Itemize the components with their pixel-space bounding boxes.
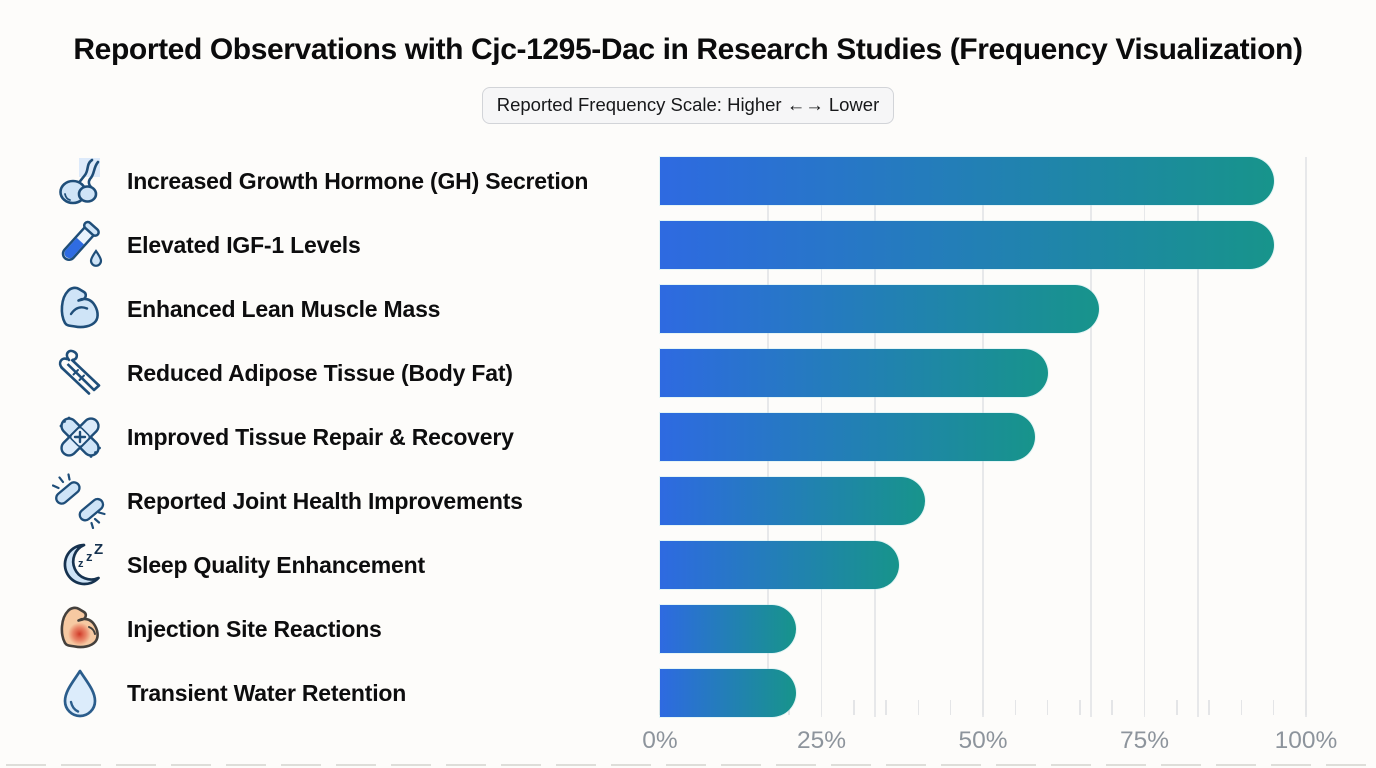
bar-track — [660, 541, 1306, 589]
frequency-bar — [660, 541, 900, 589]
axis-minor-tick — [1208, 700, 1210, 715]
bar-track — [660, 221, 1306, 269]
chart-title: Reported Observations with Cjc-1295-Dac … — [73, 33, 1303, 66]
chart-row: Increased Growth Hormone (GH) Secretion — [0, 157, 1376, 205]
axis-minor-tick — [1305, 700, 1307, 715]
axis-minor-tick — [1111, 700, 1113, 715]
chart-row: Reduced Adipose Tissue (Body Fat) — [0, 349, 1376, 397]
axis-minor-tick — [1240, 700, 1243, 715]
joint-icon — [52, 473, 108, 529]
bar-rows-container: Increased Growth Hormone (GH) Secretion … — [0, 157, 1376, 733]
frequency-bar — [660, 221, 1274, 269]
gridline — [1197, 157, 1199, 717]
test-tube-icon — [52, 217, 108, 273]
bar-track — [660, 349, 1306, 397]
frequency-bar — [660, 669, 796, 717]
frequency-bar — [660, 413, 1035, 461]
bar-track — [660, 285, 1306, 333]
chart-row: Reported Joint Health Improvements — [0, 473, 1376, 529]
gridline — [1143, 157, 1146, 717]
frequency-bar — [660, 605, 796, 653]
injection-arm-icon — [52, 601, 108, 657]
frequency-bar — [660, 349, 1048, 397]
axis-minor-tick — [1079, 700, 1081, 715]
bar-track — [660, 605, 1306, 653]
x-axis-tick-label: 50% — [958, 727, 1008, 754]
x-axis-tick-label: 100% — [1274, 727, 1338, 754]
flexed-bicep-icon — [52, 281, 108, 337]
axis-minor-tick — [1143, 700, 1146, 715]
chart-row: Improved Tissue Repair & Recovery — [0, 413, 1376, 461]
axis-minor-tick — [1176, 700, 1178, 715]
bar-track — [660, 157, 1306, 205]
bar-track — [660, 477, 1306, 525]
bar-track — [660, 669, 1306, 717]
frequency-bar — [660, 157, 1274, 205]
frequency-bar — [660, 477, 925, 525]
frequency-scale-badge: Reported Frequency Scale: Higher ←→ Lowe… — [481, 87, 895, 124]
chart-row: Transient Water Retention — [0, 669, 1376, 718]
axis-minor-tick — [820, 700, 823, 715]
svg-text:Z: Z — [94, 541, 103, 558]
observation-label: Injection Site Reactions — [127, 616, 382, 642]
water-droplet-icon — [52, 665, 108, 721]
crossed-bandages-icon — [52, 409, 108, 465]
axis-minor-tick — [982, 700, 984, 715]
observation-label: Reduced Adipose Tissue (Body Fat) — [127, 360, 513, 386]
body-fat-caliper-icon — [52, 345, 108, 401]
axis-minor-tick — [949, 700, 952, 715]
frequency-bar — [660, 285, 1100, 333]
gridline — [1090, 157, 1092, 717]
bottom-edge-line — [6, 764, 1370, 766]
observation-label: Improved Tissue Repair & Recovery — [127, 424, 514, 450]
observation-label: Sleep Quality Enhancement — [127, 552, 425, 578]
x-axis-tick-label: 0% — [642, 727, 678, 754]
chart-row: Enhanced Lean Muscle Mass — [0, 285, 1376, 333]
gridline — [1305, 157, 1307, 717]
chart-row: Elevated IGF-1 Levels — [0, 220, 1376, 269]
pituitary-gland-icon — [52, 153, 108, 209]
axis-minor-tick — [1014, 700, 1017, 715]
x-axis-tick-label: 25% — [796, 727, 847, 754]
svg-text:z: z — [86, 549, 93, 564]
chart-row: Injection Site Reactions — [0, 605, 1376, 653]
axis-minor-tick — [1272, 700, 1275, 715]
x-axis: 0% 25% 50% 75% 100% — [0, 727, 1376, 757]
axis-minor-tick — [917, 700, 920, 715]
bar-track — [660, 413, 1306, 461]
sleep-moon-icon: z z Z — [52, 537, 108, 593]
observation-label: Enhanced Lean Muscle Mass — [127, 296, 441, 322]
axis-minor-tick — [853, 700, 855, 715]
axis-minor-tick — [885, 700, 887, 715]
observation-label: Transient Water Retention — [127, 680, 407, 706]
axis-minor-tick — [1046, 700, 1049, 715]
svg-text:z: z — [78, 558, 84, 570]
chart-row: z z Z Sleep Quality Enhancement — [0, 541, 1376, 589]
observation-label: Increased Growth Hormone (GH) Secretion — [127, 168, 589, 194]
observation-label: Reported Joint Health Improvements — [127, 488, 523, 514]
x-axis-tick-label: 75% — [1119, 727, 1170, 754]
observation-label: Elevated IGF-1 Levels — [127, 232, 361, 258]
scale-badge-container: Reported Frequency Scale: Higher ←→ Lowe… — [0, 87, 1376, 124]
